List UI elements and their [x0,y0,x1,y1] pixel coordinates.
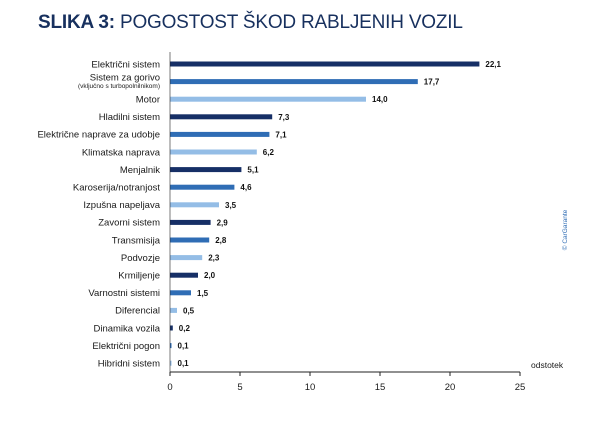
value-label: 5,1 [247,166,259,175]
x-tick-label: 0 [167,382,172,393]
category-label: Krmiljenje [118,271,160,282]
bar [170,325,173,331]
value-label: 2,8 [215,236,227,245]
chart-title: SLIKA 3: POGOSTOST ŠKOD RABLJENIH VOZIL [38,12,463,34]
bars-group: Električni sistem 22,1 Sistem za gorivo(vk… [37,59,501,369]
bar [170,184,235,190]
bar [170,255,203,261]
category-label: Električni pogon [92,341,160,352]
value-label: 22,1 [485,60,501,69]
x-tick-label: 10 [305,382,316,393]
value-label: 0,5 [183,306,195,315]
bar [170,114,273,120]
x-tick-label: 15 [375,382,386,393]
category-label: Hladilni sistem [99,112,160,123]
x-tick-label: 20 [445,382,456,393]
category-label: Dinamika vozila [93,323,160,334]
x-tick-label: 5 [237,382,242,393]
bar [170,237,210,243]
x-tick-label: 25 [515,382,526,393]
bar [170,79,418,85]
value-label: 1,5 [197,289,209,298]
bar [170,307,177,313]
category-label: Karoserija/notranjost [73,183,160,194]
category-label: Transmisija [112,235,161,246]
bar [170,360,172,366]
bar [170,167,242,173]
bar [170,131,270,137]
category-label: Sistem za gorivo [90,73,160,84]
bar [170,149,257,155]
category-label: Menjalnik [120,165,160,176]
value-label: 2,9 [217,218,229,227]
bar [170,290,191,296]
category-label: Električne naprave za udobje [37,130,160,141]
category-label: Zavorni sistem [98,218,160,229]
value-label: 0,1 [178,359,190,368]
chart-title-text: POGOSTOST ŠKOD RABLJENIH VOZIL [119,12,463,33]
category-label: Motor [136,95,160,106]
bar [170,219,211,225]
chart-title-prefix: SLIKA 3: [38,12,115,33]
category-label: Varnostni sistemi [88,288,160,299]
bar [170,272,198,278]
value-label: 2,3 [208,254,220,263]
value-label: 0,2 [179,324,191,333]
bar [170,202,219,208]
value-label: 4,6 [240,183,252,192]
x-axis-label: odstotek [531,360,564,370]
bar [170,343,172,349]
category-label: Izpušna napeljava [83,200,160,211]
bar [170,96,366,102]
bar [170,61,480,67]
category-label: Diferencial [115,306,160,317]
source-credit: © CarGarante [561,209,569,250]
category-label: Podvozje [121,253,160,264]
value-label: 14,0 [372,95,388,104]
value-label: 0,1 [178,342,190,351]
category-label: Električni sistem [91,59,160,70]
value-label: 6,2 [263,148,275,157]
value-label: 3,5 [225,201,237,210]
value-label: 17,7 [424,78,440,87]
x-axis: 0 5 10 15 20 25 odstotek [167,52,564,393]
category-label: Hibridni sistem [98,359,160,370]
category-label: Klimatska naprava [82,147,161,158]
value-label: 2,0 [204,271,216,280]
value-label: 7,3 [278,113,290,122]
value-label: 7,1 [275,130,287,139]
category-sublabel: (vključno s turbopolnilnikom) [78,83,160,90]
